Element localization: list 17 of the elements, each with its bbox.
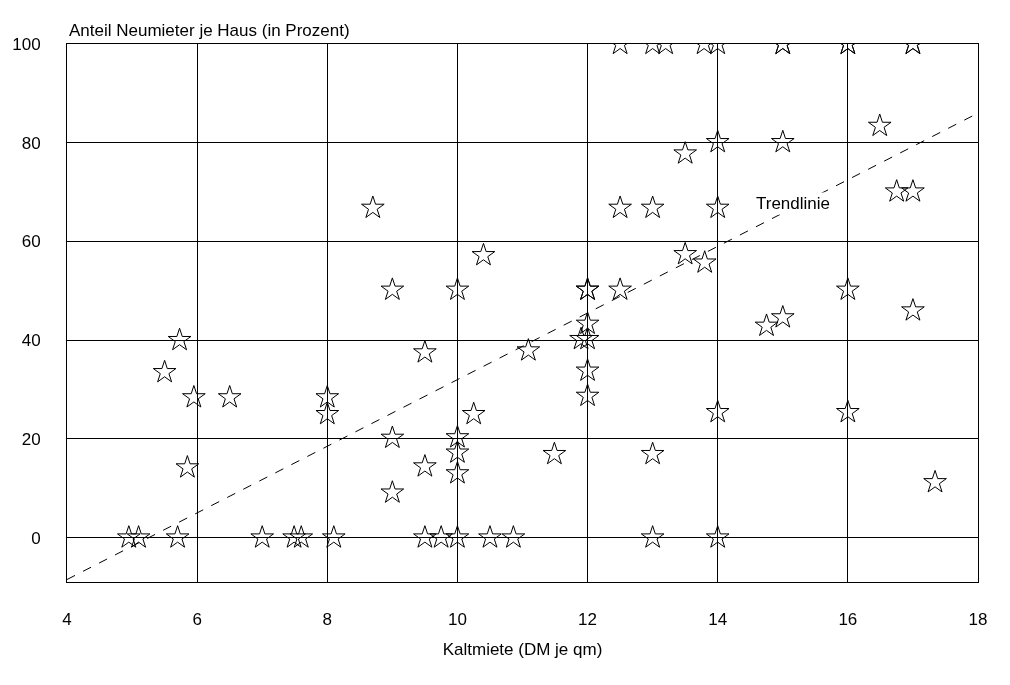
x-tick-label: 6 bbox=[192, 610, 202, 630]
y-tick-label: 80 bbox=[21, 133, 41, 153]
x-axis-title: Kaltmiete (DM je qm) bbox=[442, 639, 603, 659]
y-tick-label: 40 bbox=[21, 331, 41, 351]
x-tick-label: 12 bbox=[578, 610, 598, 630]
y-tick-label: 0 bbox=[31, 528, 41, 548]
x-tick-label: 8 bbox=[322, 610, 333, 630]
series-label: Trendlinie bbox=[756, 194, 831, 213]
x-tick-label: 4 bbox=[62, 610, 72, 630]
y-axis-title: Anteil Neumieter je Haus (in Prozent) bbox=[69, 21, 350, 40]
x-tick-label: 10 bbox=[447, 610, 467, 630]
y-tick-label: 20 bbox=[21, 429, 41, 449]
y-tick-label: 60 bbox=[21, 232, 41, 252]
x-tick-label: 16 bbox=[838, 610, 858, 630]
y-tick-label: 100 bbox=[12, 34, 41, 54]
x-tick-label: 14 bbox=[708, 610, 728, 630]
x-tick-label: 18 bbox=[968, 610, 988, 630]
